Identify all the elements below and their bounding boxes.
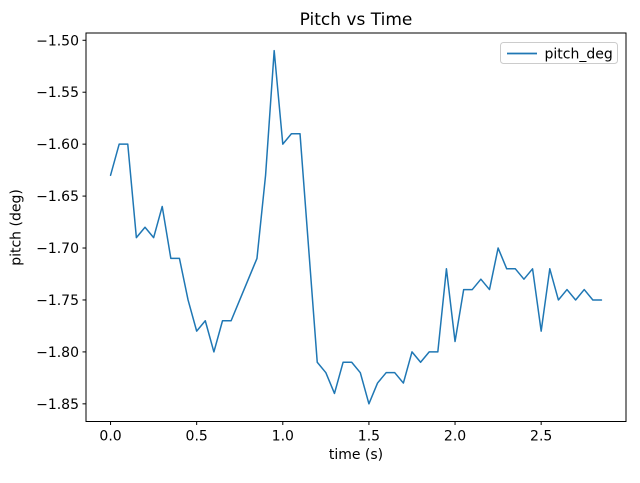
y-tick-label: −1.85: [36, 397, 79, 413]
plot-area: [86, 33, 626, 422]
y-tick-label: −1.75: [36, 293, 79, 309]
y-axis-label: pitch (deg): [9, 189, 25, 266]
x-tick-label: 2.5: [530, 429, 552, 445]
y-tick-label: −1.55: [36, 85, 79, 101]
x-axis-label: time (s): [329, 447, 383, 463]
data-line-pitch_deg: [109, 49, 603, 405]
x-tick-label: 0.0: [99, 429, 121, 445]
legend-box: [500, 42, 618, 64]
x-tick-label: 2.0: [444, 429, 466, 445]
y-tick-label: −1.80: [36, 345, 79, 361]
series-group: [109, 49, 603, 405]
y-tick-label: −1.60: [36, 137, 79, 153]
legend: pitch_deg: [500, 42, 618, 64]
y-tick-label: −1.70: [36, 241, 79, 257]
y-axis-ticks: −1.50 −1.55 −1.60 −1.65 −1.70 −1.75 −1.80 −1.85: [36, 33, 86, 413]
legend-entry-label: pitch_deg: [545, 47, 613, 63]
y-tick-label: −1.50: [36, 33, 79, 49]
chart-title: Pitch vs Time: [300, 10, 413, 30]
x-tick-label: 0.5: [186, 429, 208, 445]
y-tick-label: −1.65: [36, 189, 79, 205]
x-axis-ticks: 0.0 0.5 1.0 1.5 2.0 2.5: [99, 421, 552, 445]
x-tick-label: 1.0: [272, 429, 294, 445]
axes-frame: [85, 32, 627, 422]
x-tick-label: 1.5: [358, 429, 380, 445]
